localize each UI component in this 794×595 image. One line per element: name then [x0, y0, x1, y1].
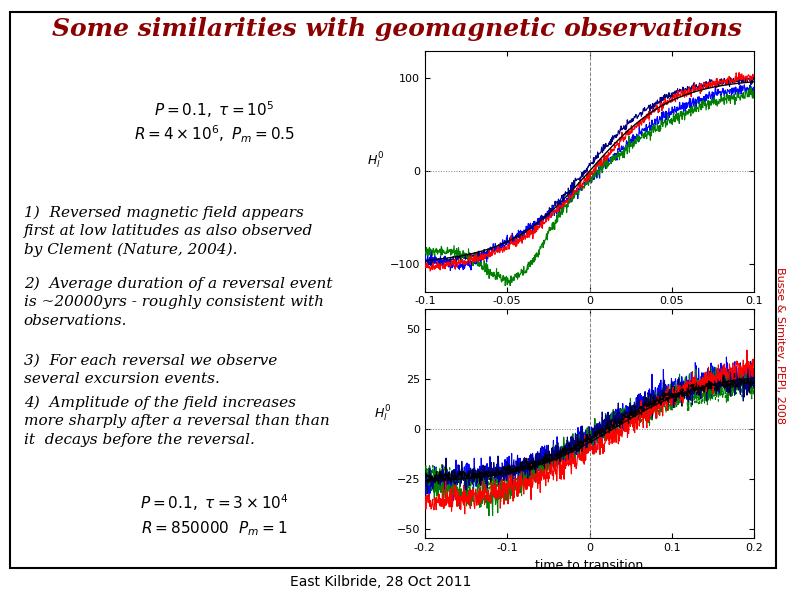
Y-axis label: $H^0_l$: $H^0_l$ [367, 151, 384, 171]
Y-axis label: $H^0_l$: $H^0_l$ [374, 403, 391, 424]
Text: 2)  Average duration of a reversal event
is ~20000yrs - roughly consistent with
: 2) Average duration of a reversal event … [24, 277, 333, 328]
Text: East Kilbride, 28 Oct 2011: East Kilbride, 28 Oct 2011 [291, 575, 472, 589]
Text: 1)  Reversed magnetic field appears
first at low latitudes as also observed
by C: 1) Reversed magnetic field appears first… [24, 205, 313, 257]
Text: $P = 0.1,\ \tau = 10^5$: $P = 0.1,\ \tau = 10^5$ [154, 100, 275, 120]
Text: 4)  Amplitude of the field increases
more sharply after a reversal than than
it : 4) Amplitude of the field increases more… [24, 396, 330, 447]
Text: $R = 850000\ \ P_m = 1$: $R = 850000\ \ P_m = 1$ [141, 519, 287, 538]
Text: $R = 4 \times 10^6,\ P_m = 0.5$: $R = 4 \times 10^6,\ P_m = 0.5$ [134, 123, 295, 145]
Text: $P = 0.1,\ \tau = 3 \times 10^4$: $P = 0.1,\ \tau = 3 \times 10^4$ [140, 493, 289, 513]
X-axis label: time to transition: time to transition [535, 559, 644, 572]
Text: Some similarities with geomagnetic observations: Some similarities with geomagnetic obser… [52, 17, 742, 40]
Text: 3)  For each reversal we observe
several excursion events.: 3) For each reversal we observe several … [24, 354, 277, 386]
FancyBboxPatch shape [10, 12, 776, 568]
Text: Busse & Simitev, PEPI, 2008: Busse & Simitev, PEPI, 2008 [775, 267, 784, 424]
